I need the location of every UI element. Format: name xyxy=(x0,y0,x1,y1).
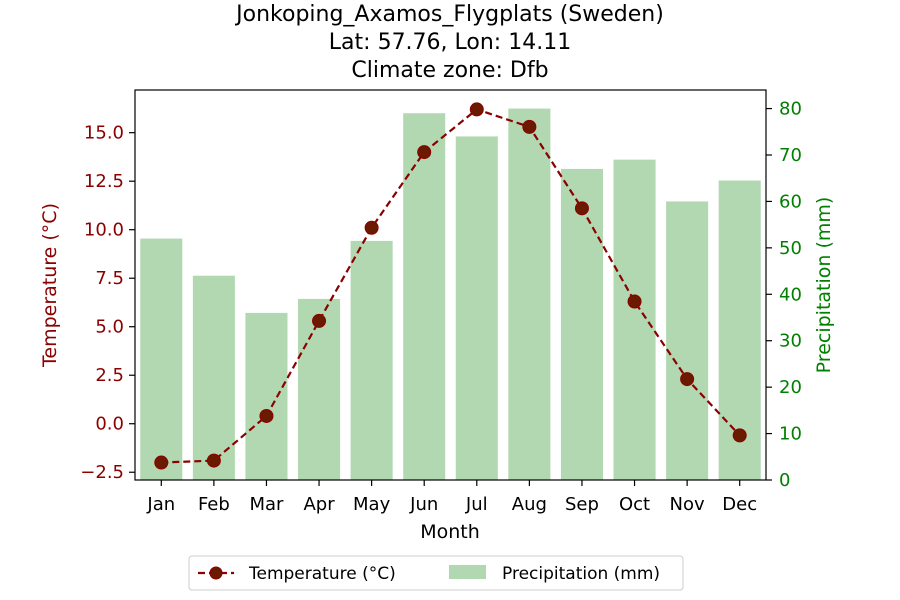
precipitation-bar-feb xyxy=(192,275,235,480)
left-y-axis: −2.5 0.0 2.5 5.0 7.5 10.0 12.5 15.0 xyxy=(80,123,135,483)
right-tick-label: 60 xyxy=(779,191,802,212)
precipitation-bar-jun xyxy=(403,113,446,480)
chart-title: Jonkoping_Axamos_Flygplats (Sweden) Lat:… xyxy=(234,2,664,83)
left-tick-label: −2.5 xyxy=(80,462,124,483)
x-tick-label-apr: Apr xyxy=(303,494,335,515)
right-tick-label: 80 xyxy=(779,99,802,120)
legend-bar-swatch xyxy=(449,565,486,579)
precipitation-bar-may xyxy=(350,240,393,480)
x-tick-label-aug: Aug xyxy=(512,494,547,515)
x-tick-label-dec: Dec xyxy=(722,494,757,515)
left-tick-label: 7.5 xyxy=(95,268,124,289)
temperature-point-apr xyxy=(312,313,327,328)
left-tick-label: 12.5 xyxy=(84,171,124,192)
left-tick-label: 2.5 xyxy=(95,365,124,386)
right-tick-label: 0 xyxy=(779,470,790,491)
temperature-point-jan xyxy=(154,455,169,470)
x-tick-label-nov: Nov xyxy=(670,494,705,515)
temperature-point-oct xyxy=(627,294,642,309)
right-tick-label: 70 xyxy=(779,145,802,166)
left-tick-label: 5.0 xyxy=(95,317,124,338)
x-tick-label-feb: Feb xyxy=(198,494,230,515)
right-tick-label: 30 xyxy=(779,331,802,352)
left-tick-label: 10.0 xyxy=(84,220,124,241)
legend-frame xyxy=(188,555,684,591)
temperature-point-feb xyxy=(206,453,221,468)
temperature-point-aug xyxy=(522,119,537,134)
temperature-point-jun xyxy=(417,145,432,160)
right-tick-label: 50 xyxy=(779,238,802,259)
temperature-point-jul xyxy=(469,102,484,117)
precipitation-bar-oct xyxy=(613,159,656,480)
precipitation-bar-nov xyxy=(666,201,709,480)
left-tick-label: 15.0 xyxy=(84,123,124,144)
right-tick-label: 20 xyxy=(779,377,802,398)
precipitation-bar-mar xyxy=(245,312,288,480)
x-axis: Jan Feb Mar Apr May Jun Jul Aug Sep Oct Nov Dec xyxy=(146,480,757,515)
precipitation-bar-jul xyxy=(455,136,498,480)
x-axis-label: Month xyxy=(420,521,480,543)
legend: Temperature (°C) Precipitation (mm) xyxy=(188,555,684,591)
left-y-axis-label: Temperature (°C) xyxy=(39,203,61,368)
precipitation-bar-apr xyxy=(298,298,341,480)
legend-temperature-label: Temperature (°C) xyxy=(248,564,396,584)
x-tick-label-jun: Jun xyxy=(409,494,438,515)
title-line-3: Climate zone: Dfb xyxy=(351,58,548,83)
temperature-point-dec xyxy=(732,428,747,443)
legend-precipitation-label: Precipitation (mm) xyxy=(502,564,660,584)
temperature-point-may xyxy=(364,220,379,235)
right-y-axis: 0 10 20 30 40 50 60 70 80 xyxy=(766,99,802,491)
temperature-line xyxy=(161,108,741,464)
right-tick-label: 40 xyxy=(779,284,802,305)
x-tick-label-jul: Jul xyxy=(465,494,488,515)
right-y-axis-label: Precipitation (mm) xyxy=(813,197,835,374)
x-tick-label-sep: Sep xyxy=(565,494,599,515)
left-tick-label: 0.0 xyxy=(95,414,124,435)
precipitation-bar-aug xyxy=(508,108,551,481)
title-line-1: Jonkoping_Axamos_Flygplats (Sweden) xyxy=(234,2,664,27)
x-tick-label-oct: Oct xyxy=(619,494,650,515)
precipitation-bar-sep xyxy=(560,168,603,480)
x-tick-label-jan: Jan xyxy=(146,494,175,515)
temperature-series xyxy=(154,102,747,470)
precipitation-bars xyxy=(140,108,761,481)
right-tick-label: 10 xyxy=(779,424,802,445)
temperature-point-sep xyxy=(574,201,589,216)
x-tick-label-mar: Mar xyxy=(249,494,284,515)
legend-marker-swatch xyxy=(209,566,223,580)
precipitation-bar-jan xyxy=(140,238,183,480)
temperature-point-nov xyxy=(680,372,695,387)
temperature-point-mar xyxy=(259,408,274,423)
x-tick-label-may: May xyxy=(353,494,391,515)
plot-frame xyxy=(134,89,767,481)
title-line-2: Lat: 57.76, Lon: 14.11 xyxy=(329,30,571,55)
